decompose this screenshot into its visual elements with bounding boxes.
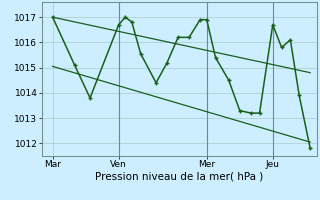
X-axis label: Pression niveau de la mer( hPa ): Pression niveau de la mer( hPa ) [95, 172, 263, 182]
